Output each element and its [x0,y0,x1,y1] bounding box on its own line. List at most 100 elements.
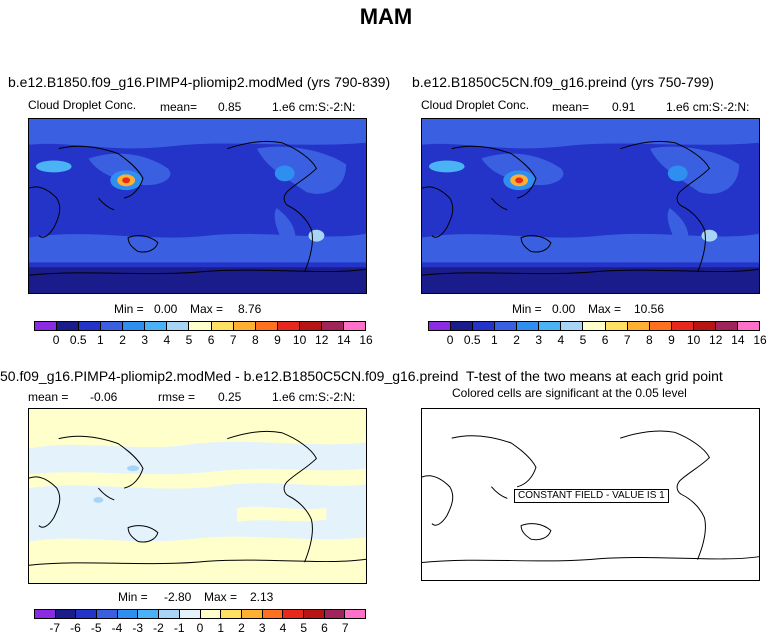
panel-title-br: T-test of the two means at each grid poi… [466,368,723,384]
rmse-value-bl: 0.25 [218,390,242,404]
colorbar-tick-label: 12 [709,333,723,347]
min-value-bl: -2.80 [164,590,192,604]
colorbar-swatch [451,322,474,330]
panel-title-tr: b.e12.B1850C5CN.f09_g16.preind (yrs 750-… [412,74,714,90]
colorbar-swatch [517,322,540,330]
colorbar-tick-label: 6 [321,621,328,635]
colorbar-swatch [55,610,77,618]
colorbar-tick-label: 7 [623,333,631,347]
colorbar-tick-label: 4 [557,333,565,347]
colorbar-tick-label: -6 [70,621,81,635]
colorbar-swatch [283,610,304,618]
colorbar-swatch [145,322,168,330]
colorbar-swatch [241,610,263,618]
colorbar-swatch [693,322,716,330]
colorbar-swatch [255,322,278,330]
colorbar-swatch [233,322,256,330]
colorbar-tl [34,321,366,331]
colorbar-swatch [473,322,496,330]
colorbar-swatch [277,322,300,330]
colorbar-swatch [627,322,650,330]
colorbar-swatch [35,610,56,618]
colorbar-tick-label: 0 [52,333,60,347]
colorbar-swatch [429,322,452,330]
colorbar-swatch [321,322,344,330]
panel-title-bl: 50.f09_g16.PIMP4-pliomip2.modMed - b.e12… [0,368,459,384]
colorbar-swatch [97,610,118,618]
colorbar-tick-label: 4 [163,333,171,347]
colorbar-tick-label: -4 [111,621,123,635]
colorbar-swatch [303,610,325,618]
mean-label-tl: mean= [160,100,198,114]
units-label-tr: 1.e6 cm:S:-2:N: [666,100,750,114]
colorbar-tick-label: 1 [97,333,104,347]
colorbar-swatch [211,322,234,330]
colorbar-tick-label: 5 [300,621,308,635]
colorbar-swatch [605,322,628,330]
colorbar-tick-label: 16 [359,333,373,347]
colorbar-tick-label: -7 [49,621,61,635]
colorbar-tick-label: 16 [753,333,767,347]
panel-title-tl: b.e12.B1850.f09_g16.PIMP4-pliomip2.modMe… [8,74,391,90]
rmse-label-bl: rmse = [158,390,196,404]
colorbar-tick-label: 2 [119,333,126,347]
colorbar-tick-label: 8 [251,333,259,347]
mean-value-tr: 0.91 [612,100,636,114]
mean-label-tr: mean= [552,100,590,114]
colorbar-labels-tr: 0 0.5 1 2 3 4 5 6 7 8 9 10 12 14 16 [428,333,767,347]
colorbar-tick-label: -3 [132,621,144,635]
colorbar-tick-label: -1 [173,621,185,635]
colorbar-tick-label: 6 [601,333,609,347]
colorbar-swatch [583,322,606,330]
colorbar-swatch [79,322,102,330]
colorbar-swatch [671,322,694,330]
colorbar-swatch [117,610,139,618]
mean-label-bl: mean = [28,390,69,404]
variable-label-tr: Cloud Droplet Conc. [421,98,530,112]
colorbar-tick-label: 9 [668,333,675,347]
colorbar-swatch [189,322,212,330]
colorbar-tick-label: 2 [513,333,520,347]
colorbar-swatch [57,322,80,330]
colorbar-swatch [101,322,124,330]
colorbar-tick-label: 10 [292,333,307,347]
colorbar-tick-label: 1 [491,333,498,347]
colorbar-swatch [343,322,365,330]
units-label-tl: 1.e6 cm:S:-2:N: [272,100,356,114]
colorbar-tick-label: 3 [535,333,542,347]
max-label-bl: Max = [204,590,238,604]
min-value-tl: 0.00 [154,302,178,316]
constant-field-stamp: CONSTANT FIELD - VALUE IS 1 [514,489,669,503]
colorbar-swatch [138,610,160,618]
colorbar-tick-label: 5 [185,333,193,347]
colorbar-swatch [495,322,518,330]
colorbar-tick-label: 2 [238,621,245,635]
colorbar-tick-label: 14 [337,333,351,347]
map-tr [421,118,760,294]
colorbar-tick-label: -5 [90,621,102,635]
colorbar-swatch [179,610,201,618]
colorbar-tick-label: 14 [731,333,745,347]
variable-label-tl: Cloud Droplet Conc. [28,98,137,112]
colorbar-swatch [324,610,346,618]
colorbar-swatch [737,322,759,330]
max-value-tr: 10.56 [634,302,665,316]
colorbar-tick-label: -2 [153,621,164,635]
colorbar-tick-label: 1 [217,621,225,635]
colorbar-tick-label: 7 [229,333,237,347]
colorbar-tick-label: 0 [196,621,204,635]
colorbar-swatch [167,322,190,330]
colorbar-tick-label: 3 [258,621,266,635]
colorbar-tick-label: 5 [579,333,587,347]
colorbar-bl [34,609,366,619]
colorbar-swatch [200,610,222,618]
colorbar-tick-label: 7 [341,621,349,635]
max-label-tr: Max = [588,302,622,316]
map-bl [28,408,367,584]
colorbar-labels-bl: -7 -6 -5 -4 -3 -2 -1 0 1 2 3 4 5 6 7 [34,621,366,635]
units-label-bl: 1.e6 cm:S:-2:N: [272,390,356,404]
min-value-tr: 0.00 [552,302,576,316]
colorbar-swatch [123,322,146,330]
colorbar-tick-label: 9 [274,333,281,347]
colorbar-tick-label: 4 [279,621,287,635]
